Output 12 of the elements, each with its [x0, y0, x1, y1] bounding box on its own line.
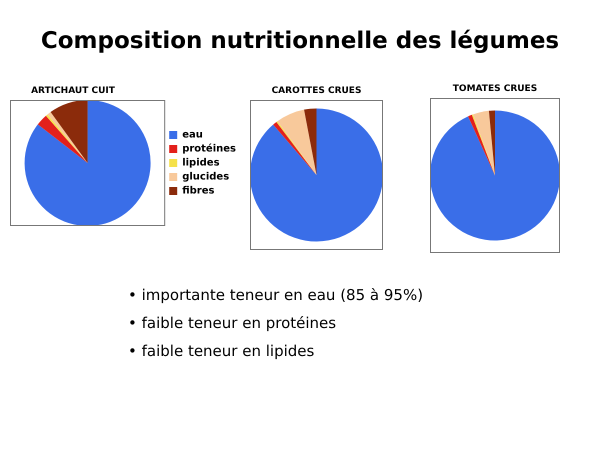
legend-label: lipides — [182, 158, 220, 169]
chart-title: TOMATES CRUES — [452, 84, 538, 96]
legend-label: protéines — [182, 144, 236, 155]
legend-label: fibres — [182, 186, 214, 197]
chart-title: CAROTTES CRUES — [270, 86, 362, 98]
legend-label: glucides — [182, 172, 230, 183]
legend-label: eau — [182, 130, 203, 141]
text: • importante teneur en eau (85 à 95%) — [128, 286, 424, 304]
text: • faible teneur en protéines — [128, 314, 336, 332]
text: • faible teneur en lipides — [128, 342, 314, 360]
chart-title: ARTICHAUT CUIT — [30, 86, 116, 98]
text: Composition nutritionnelle des légumes — [40, 28, 560, 54]
